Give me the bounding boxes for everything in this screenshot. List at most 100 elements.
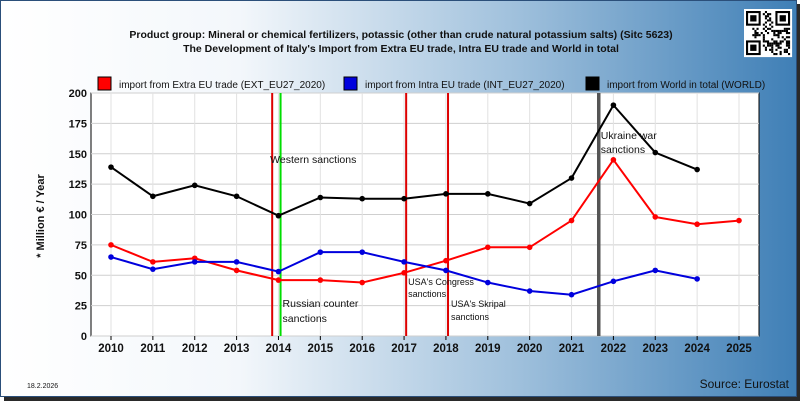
data-point <box>694 221 700 228</box>
y-tick-label: 50 <box>75 270 87 282</box>
series-group <box>108 102 742 298</box>
qr-module <box>777 44 780 47</box>
data-point <box>317 249 324 255</box>
qr-module <box>779 42 782 45</box>
legend-swatch <box>343 76 358 91</box>
qr-module <box>762 34 765 37</box>
data-point <box>359 249 366 255</box>
series-1 <box>108 249 700 298</box>
qr-module <box>754 36 757 39</box>
data-point <box>108 242 114 248</box>
data-point <box>526 288 533 294</box>
x-tick-label: 2020 <box>517 343 543 355</box>
data-point <box>275 212 282 219</box>
data-point <box>359 195 366 202</box>
chart-subtitle: The Development of Italy's Import from E… <box>183 43 619 55</box>
qr-module <box>762 23 765 26</box>
data-point <box>150 259 156 265</box>
qr-module <box>777 36 780 39</box>
qr-module <box>769 19 772 22</box>
qr-module <box>773 53 776 56</box>
data-point <box>401 195 407 202</box>
qr-module <box>758 34 761 37</box>
date-label: 18.2.2026 <box>27 383 58 390</box>
qr-module <box>783 29 786 32</box>
x-tick-label: 2016 <box>349 343 375 355</box>
data-point <box>485 244 491 251</box>
qr-module <box>767 32 770 35</box>
data-point <box>568 217 575 224</box>
qr-module <box>764 46 767 49</box>
y-axis-ticks: 0 25 50 75 100 125 150 175 200 <box>69 88 87 343</box>
qr-module <box>788 32 791 35</box>
qr-module <box>764 29 767 32</box>
qr-module <box>785 36 788 39</box>
qr-module <box>773 40 776 43</box>
legend-label: import from Intra EU trade (INT_EU27_202… <box>365 80 565 91</box>
x-tick-label: 2017 <box>391 343 417 355</box>
qr-module <box>773 32 776 35</box>
data-point <box>150 266 156 272</box>
data-point <box>736 217 742 224</box>
qr-module <box>775 40 778 43</box>
x-axis-ticks: 2010 2011 2012 2013 2014 2015 2016 2017 2018 2019… <box>98 336 752 355</box>
qr-module <box>788 40 791 43</box>
data-point <box>443 257 449 264</box>
annotation-label: USA's Congress sanctions <box>408 277 474 299</box>
series-2 <box>108 102 700 219</box>
qr-module <box>771 38 774 41</box>
data-point <box>317 194 324 201</box>
y-tick-label: 125 <box>69 179 87 191</box>
qr-module <box>785 40 788 43</box>
qr-module <box>754 32 757 35</box>
qr-module <box>779 50 782 53</box>
qr-module <box>771 50 774 53</box>
qr-module <box>764 48 767 51</box>
data-point <box>652 149 659 156</box>
qr-module <box>775 42 778 45</box>
data-point <box>694 276 700 282</box>
x-tick-label: 2018 <box>433 343 459 355</box>
qr-module <box>783 27 786 30</box>
x-tick-label: 2011 <box>140 343 166 355</box>
annotation-label: Russian counter sanctions <box>283 298 359 325</box>
x-tick-label: 2013 <box>224 343 250 355</box>
y-axis-label: * Million € / Year <box>35 174 47 258</box>
qr-module <box>777 42 780 45</box>
x-tick-label: 2025 <box>726 343 752 355</box>
data-point <box>233 267 240 274</box>
qr-module <box>788 42 791 45</box>
annotations: Western sanctions Russian counter sanction… <box>270 130 657 325</box>
qr-module <box>783 38 786 41</box>
qr-module <box>769 23 772 26</box>
qr-module <box>764 17 767 20</box>
y-tick-label: 175 <box>69 118 87 130</box>
x-tick-label: 2012 <box>182 343 208 355</box>
qr-module <box>783 48 786 51</box>
data-point <box>652 267 659 274</box>
qr-module <box>775 53 778 56</box>
qr-module <box>762 27 765 30</box>
y-tick-label: 150 <box>69 149 87 161</box>
qr-module <box>762 13 765 16</box>
data-point <box>401 270 407 276</box>
qr-finder <box>750 44 757 51</box>
qr-code-icon <box>744 9 793 58</box>
qr-module <box>756 27 759 30</box>
data-point <box>526 200 533 207</box>
qr-module <box>756 32 759 35</box>
qr-module <box>771 48 774 51</box>
qr-module <box>762 38 765 41</box>
data-point <box>485 279 491 286</box>
qr-module <box>762 36 765 39</box>
qr-module <box>785 29 788 32</box>
data-point <box>317 277 324 283</box>
qr-finder <box>779 15 786 22</box>
qr-module <box>775 34 778 37</box>
qr-module <box>775 29 778 32</box>
grid <box>91 92 759 337</box>
qr-module <box>771 29 774 32</box>
qr-module <box>788 27 791 30</box>
qr-module <box>785 48 788 51</box>
